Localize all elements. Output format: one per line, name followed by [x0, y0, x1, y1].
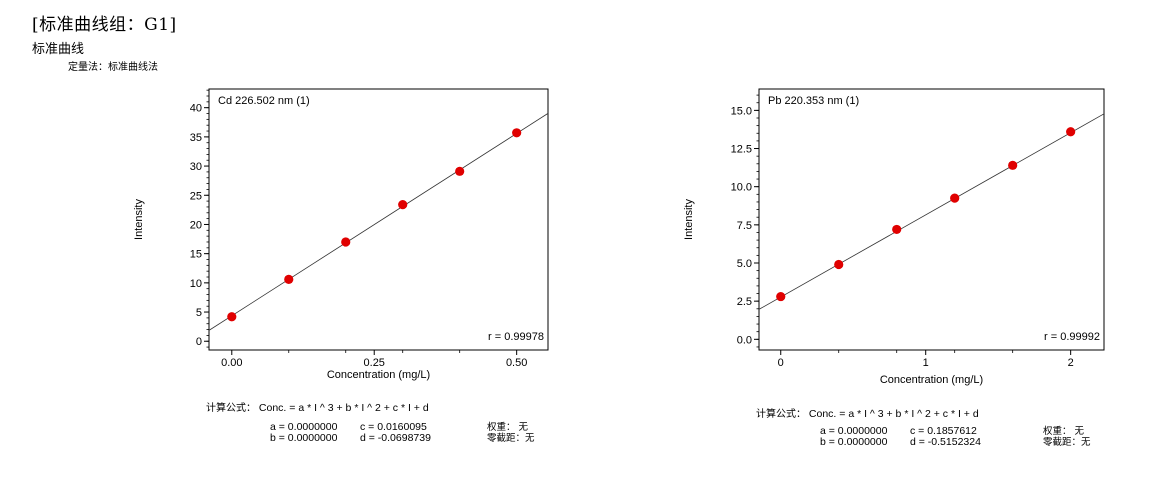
y-tick-label: 35	[190, 132, 202, 144]
data-point	[512, 128, 522, 138]
fit-line	[209, 113, 548, 331]
data-point	[455, 166, 465, 176]
y-tick-label: 0	[196, 336, 202, 348]
x-axis-label: Concentration (mg/L)	[327, 369, 430, 381]
plot-frame	[758, 88, 1105, 351]
chart-title: Cd 226.502 nm (1)	[218, 95, 310, 107]
data-point	[1066, 127, 1076, 137]
y-tick-label: 5	[196, 307, 202, 319]
data-point	[776, 291, 786, 302]
r-value-annotation: r = 0.99978	[488, 331, 544, 343]
y-tick-label: 15.0	[731, 105, 752, 117]
data-point	[227, 312, 237, 322]
data-point	[284, 274, 294, 284]
coef-d-cd: d = -0.0698739	[360, 432, 431, 444]
curve-group-title: [标准曲线组：G1]	[32, 15, 177, 35]
y-tick-label: 5.0	[737, 258, 752, 270]
fit-line	[759, 113, 1104, 310]
coef-d-pb: d = -0.5152324	[910, 436, 981, 448]
y-tick-label: 20	[190, 219, 202, 231]
x-tick-label: 0.00	[221, 357, 242, 369]
formula-label: 计算公式：	[206, 403, 256, 414]
x-tick-label: 0.25	[364, 357, 385, 369]
data-point	[950, 193, 960, 203]
coef-a-cd: a = 0.0000000	[270, 421, 338, 433]
y-tick-label: 10.0	[731, 182, 752, 194]
y-tick-label: 0.0	[737, 334, 752, 346]
coef-b-pb: b = 0.0000000	[820, 436, 888, 448]
y-tick-label: 7.5	[737, 220, 752, 232]
data-point	[834, 259, 844, 270]
section-subtitle: 标准曲线	[32, 42, 85, 57]
formula-expression: Conc. = a * I ^ 3 + b * I ^ 2 + c * I + …	[808, 408, 979, 420]
data-point	[1008, 160, 1018, 170]
zero-intercept-pb: 零截距：无	[1043, 437, 1091, 448]
r-value-annotation: r = 0.99992	[1044, 331, 1100, 343]
y-axis-label: Intensity	[683, 199, 695, 240]
x-tick-label: 2	[1068, 357, 1074, 369]
weight-pb: 权重： 无	[1043, 426, 1085, 437]
formula-line-pb: 计算公式： Conc. = a * I ^ 3 + b * I ^ 2 + c …	[756, 405, 979, 420]
data-point	[398, 200, 408, 210]
zero-intercept-cd: 零截距：无	[487, 433, 535, 444]
y-tick-label: 40	[190, 103, 202, 115]
y-tick-label: 10	[190, 278, 202, 290]
coef-b-cd: b = 0.0000000	[270, 432, 338, 444]
y-axis-label: Intensity	[133, 199, 145, 240]
formula-label: 计算公式：	[756, 409, 806, 420]
x-tick-label: 0.50	[506, 357, 527, 369]
x-tick-label: 1	[923, 357, 929, 369]
y-tick-label: 2.5	[737, 296, 752, 308]
y-tick-label: 12.5	[731, 144, 752, 156]
chart-title: Pb 220.353 nm (1)	[768, 95, 859, 107]
x-axis-label: Concentration (mg/L)	[880, 374, 983, 386]
coef-c-cd: c = 0.0160095	[360, 421, 427, 433]
calibration-chart-pb: 0.0 2.5 5.0 7.5 10.0 12.5 15.0 0 1 2 Pb 220.353 nm…	[683, 88, 1105, 386]
x-tick-label: 0	[778, 357, 784, 369]
coef-a-pb: a = 0.0000000	[820, 425, 888, 437]
coef-c-pb: c = 0.1857612	[910, 425, 977, 437]
data-point	[341, 237, 351, 247]
calibration-chart-cd: 0 5 10 15 20 25 30 35 40 0.00 0.25 0.50 Cd 226.502 n…	[133, 88, 549, 381]
plot-frame	[208, 88, 549, 351]
data-point	[892, 224, 902, 235]
y-tick-label: 15	[190, 249, 202, 261]
weight-cd: 权重： 无	[487, 422, 529, 433]
y-tick-label: 25	[190, 190, 202, 202]
formula-expression: Conc. = a * I ^ 3 + b * I ^ 2 + c * I + …	[258, 402, 429, 414]
quant-method: 定量法：标准曲线法	[68, 62, 158, 73]
y-tick-label: 30	[190, 161, 202, 173]
formula-line-cd: 计算公式： Conc. = a * I ^ 3 + b * I ^ 2 + c …	[206, 399, 429, 414]
